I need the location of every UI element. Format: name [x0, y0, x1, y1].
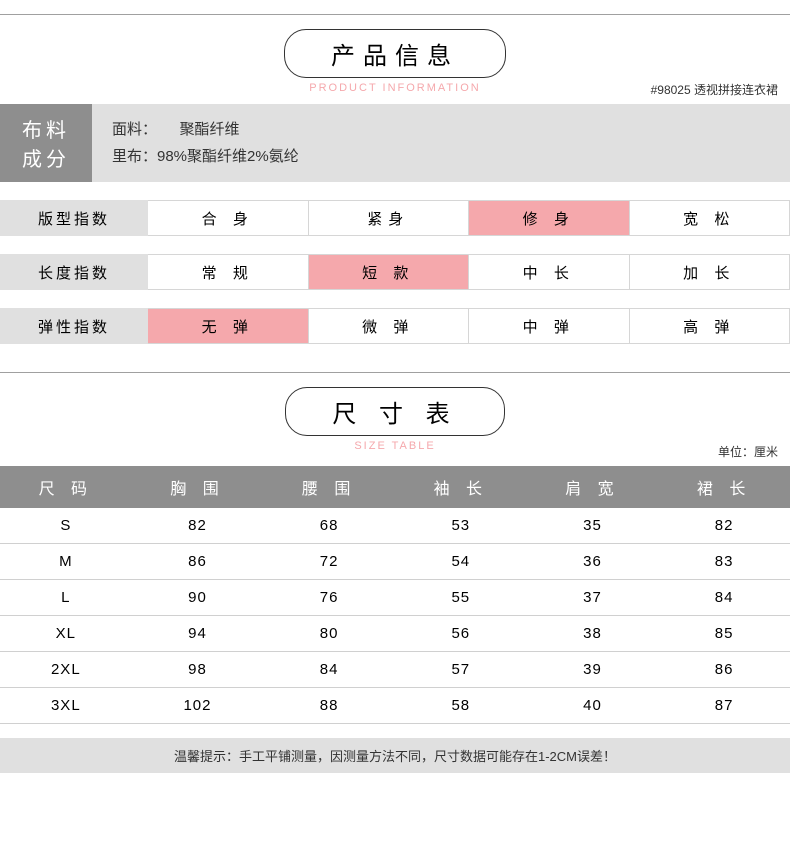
- size-section: 尺 寸 表 SIZE TABLE 单位：厘米 尺 码胸 围腰 围袖 长肩 宽裙 …: [0, 372, 790, 773]
- size-cell: 98: [132, 652, 264, 688]
- size-cell: 80: [263, 616, 395, 652]
- size-column-header: 尺 码: [0, 466, 132, 508]
- size-cell: 2XL: [0, 652, 132, 688]
- fabric-line2: 里布：98%聚酯纤维2%氨纶: [112, 143, 770, 170]
- size-cell: 88: [263, 688, 395, 724]
- index-label: 长度指数: [0, 254, 148, 290]
- size-cell: 86: [132, 544, 264, 580]
- size-cell: 90: [132, 580, 264, 616]
- index-option: 短 款: [309, 254, 470, 290]
- size-cell: 54: [395, 544, 527, 580]
- index-option: 紧身: [309, 200, 470, 236]
- fabric-label: 布料 成分: [0, 104, 92, 182]
- size-cell: 82: [658, 508, 790, 544]
- product-info-header: 产品信息 PRODUCT INFORMATION #98025 透视拼接连衣裙: [0, 29, 790, 94]
- size-column-header: 腰 围: [263, 466, 395, 508]
- fabric-label-line2: 成分: [22, 143, 70, 172]
- size-cell: 84: [263, 652, 395, 688]
- index-row: 版型指数合 身紧身修 身宽 松: [0, 200, 790, 236]
- fabric-block: 布料 成分 面料： 聚酯纤维 里布：98%聚酯纤维2%氨纶: [0, 104, 790, 182]
- size-cell: 37: [527, 580, 659, 616]
- index-option: 高 弹: [630, 308, 790, 344]
- size-cell: 55: [395, 580, 527, 616]
- size-cell: S: [0, 508, 132, 544]
- size-cell: 86: [658, 652, 790, 688]
- size-subtitle: SIZE TABLE: [354, 440, 435, 452]
- size-cell: 56: [395, 616, 527, 652]
- size-cell: 53: [395, 508, 527, 544]
- size-table-body: S8268533582M8672543683L9076553784XL94805…: [0, 508, 790, 724]
- index-option: 微 弹: [309, 308, 470, 344]
- size-cell: 84: [658, 580, 790, 616]
- product-info-subtitle: PRODUCT INFORMATION: [309, 82, 480, 94]
- size-cell: 82: [132, 508, 264, 544]
- size-cell: 3XL: [0, 688, 132, 724]
- fabric-line1: 面料： 聚酯纤维: [112, 116, 770, 143]
- size-cell: 76: [263, 580, 395, 616]
- table-row: L9076553784: [0, 580, 790, 616]
- size-cell: 85: [658, 616, 790, 652]
- index-rows: 版型指数合 身紧身修 身宽 松长度指数常 规短 款中 长加 长弹性指数无 弹微 …: [0, 200, 790, 344]
- size-cell: 94: [132, 616, 264, 652]
- index-option: 中 长: [469, 254, 630, 290]
- index-option: 常 规: [148, 254, 309, 290]
- size-cell: M: [0, 544, 132, 580]
- index-option: 宽 松: [630, 200, 790, 236]
- index-option: 无 弹: [148, 308, 309, 344]
- product-code-note: #98025 透视拼接连衣裙: [651, 81, 778, 98]
- size-cell: 36: [527, 544, 659, 580]
- fabric-body: 面料： 聚酯纤维 里布：98%聚酯纤维2%氨纶: [92, 104, 790, 182]
- size-cell: 58: [395, 688, 527, 724]
- table-row: XL9480563885: [0, 616, 790, 652]
- size-table: 尺 码胸 围腰 围袖 长肩 宽裙 长 S8268533582M867254368…: [0, 466, 790, 724]
- table-row: 3XL10288584087: [0, 688, 790, 724]
- size-header: 尺 寸 表 SIZE TABLE 单位：厘米: [0, 387, 790, 452]
- size-cell: 40: [527, 688, 659, 724]
- size-cell: L: [0, 580, 132, 616]
- table-row: S8268533582: [0, 508, 790, 544]
- size-cell: 39: [527, 652, 659, 688]
- index-option: 中 弹: [469, 308, 630, 344]
- size-cell: 72: [263, 544, 395, 580]
- size-unit-note: 单位：厘米: [718, 443, 778, 460]
- size-divider: [0, 372, 790, 373]
- size-cell: 38: [527, 616, 659, 652]
- size-cell: 83: [658, 544, 790, 580]
- size-title: 尺 寸 表: [285, 387, 504, 436]
- size-cell: 68: [263, 508, 395, 544]
- size-column-header: 袖 长: [395, 466, 527, 508]
- product-info-title: 产品信息: [284, 29, 506, 78]
- size-cell: 87: [658, 688, 790, 724]
- size-column-header: 裙 长: [658, 466, 790, 508]
- top-divider: [0, 14, 790, 15]
- size-cell: 35: [527, 508, 659, 544]
- size-cell: 102: [132, 688, 264, 724]
- table-row: M8672543683: [0, 544, 790, 580]
- table-row: 2XL9884573986: [0, 652, 790, 688]
- index-label: 弹性指数: [0, 308, 148, 344]
- size-column-header: 胸 围: [132, 466, 264, 508]
- size-table-header-row: 尺 码胸 围腰 围袖 长肩 宽裙 长: [0, 466, 790, 508]
- size-cell: XL: [0, 616, 132, 652]
- size-column-header: 肩 宽: [527, 466, 659, 508]
- index-option: 合 身: [148, 200, 309, 236]
- fabric-label-line1: 布料: [22, 114, 70, 143]
- index-label: 版型指数: [0, 200, 148, 236]
- index-row: 长度指数常 规短 款中 长加 长: [0, 254, 790, 290]
- index-option: 加 长: [630, 254, 790, 290]
- index-option: 修 身: [469, 200, 630, 236]
- size-tip: 温馨提示：手工平铺测量，因测量方法不同，尺寸数据可能存在1-2CM误差！: [0, 738, 790, 773]
- size-cell: 57: [395, 652, 527, 688]
- index-row: 弹性指数无 弹微 弹中 弹高 弹: [0, 308, 790, 344]
